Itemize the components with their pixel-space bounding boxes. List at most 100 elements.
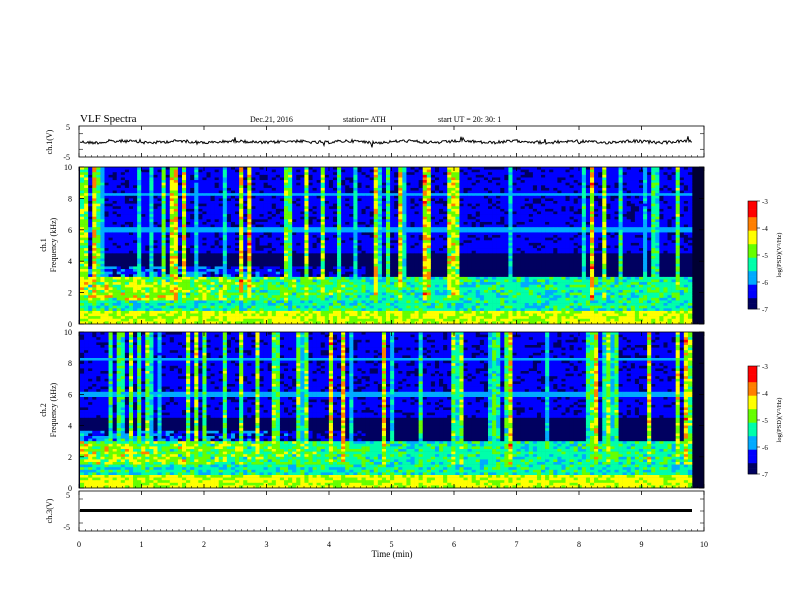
spectrogram-cell (157, 187, 162, 191)
spectrogram-cell (296, 211, 301, 215)
spectrogram-cell (622, 193, 628, 197)
spectrogram-cell (157, 193, 162, 197)
spectrogram-cell (186, 214, 191, 218)
spectrogram-cell (618, 190, 623, 194)
spectrogram-cell (222, 242, 228, 246)
spectrogram-cell (524, 169, 530, 173)
spectrogram-cell (381, 208, 387, 212)
spectrogram-cell (614, 193, 619, 197)
spectrogram-cell (381, 190, 387, 194)
spectrogram-cell (218, 182, 224, 186)
spectrogram-cell (349, 219, 354, 223)
spectrogram-cell (128, 203, 134, 207)
spectrogram-cell (520, 193, 526, 197)
spectrogram-cell (373, 216, 379, 220)
spectrogram-cell (328, 180, 334, 183)
spectrogram-cell (357, 214, 362, 218)
spectrogram-cell (500, 237, 505, 241)
spectrogram-cell (96, 198, 101, 202)
spectrogram-cell (124, 214, 130, 218)
spectrogram-cell (230, 203, 236, 207)
spectrogram-cell (634, 206, 640, 210)
spectrogram-cell (369, 203, 375, 207)
spectrogram-cell (373, 172, 379, 176)
spectrogram-cell (434, 248, 440, 252)
spectrogram-cell (553, 182, 558, 186)
spectrogram-cell (373, 167, 379, 170)
spectrogram-cell (471, 167, 477, 170)
spectrogram-cell (222, 250, 228, 254)
spectrogram-cell (545, 248, 550, 252)
spectrogram-cell (198, 169, 203, 173)
spectrogram-cell (675, 250, 681, 254)
spectrogram-cell (337, 182, 342, 186)
spectrogram-cell (447, 250, 452, 254)
spectrogram-cell (647, 237, 652, 241)
spectrogram-cell (84, 203, 89, 207)
spectrogram-cell (112, 242, 118, 246)
spectrogram-cell (381, 203, 387, 207)
spectrogram-cell (169, 240, 175, 244)
spectrogram-cell (149, 248, 154, 252)
spectrogram-cell (161, 187, 166, 191)
spectrogram-cell (157, 221, 162, 225)
spectrogram-cell (598, 237, 603, 241)
spectrogram-cell (190, 198, 195, 202)
spectrogram-cell (581, 190, 587, 194)
spectrogram-cell (471, 237, 477, 241)
spectrogram-cell (288, 198, 293, 202)
spectrogram-cell (655, 232, 660, 236)
spectrogram-cell (590, 216, 595, 220)
spectrogram-cell (161, 169, 166, 173)
spectrogram-cell (520, 206, 526, 210)
spectrogram-cell (390, 193, 395, 197)
spectrogram-cell (365, 229, 370, 233)
spectrogram-cell (320, 195, 326, 199)
spectrogram-cell (100, 227, 105, 231)
spectrogram-cell (361, 182, 366, 186)
spectrogram-cell (304, 208, 309, 212)
spectrogram-cell (361, 167, 366, 170)
spectrogram-cell (422, 235, 428, 238)
spectrogram-cell (602, 193, 607, 197)
spectrogram-cell (545, 250, 550, 254)
spectrogram-cell (96, 227, 101, 231)
spectrogram-cell (149, 182, 154, 186)
spectrogram-cell (545, 216, 550, 220)
spectrogram-cell (288, 214, 293, 218)
spectrogram-cell (198, 237, 203, 241)
spectrogram-cell (528, 242, 534, 246)
spectrogram-cell (479, 229, 485, 233)
spectrogram-cell (475, 198, 481, 202)
spectrogram-cell (210, 245, 215, 249)
spectrogram-cell (104, 201, 109, 204)
spectrogram-cell (202, 235, 207, 238)
spectrogram-cell (614, 206, 619, 210)
spectrogram-cell (565, 187, 570, 191)
spectrogram-cell (235, 250, 240, 254)
spectrogram-cell (418, 232, 424, 236)
spectrogram-cell (292, 195, 297, 199)
spectrogram-cell (561, 216, 566, 220)
spectrogram-cell (569, 240, 574, 244)
spectrogram-cell (182, 193, 187, 197)
spectrogram-cell (679, 185, 685, 189)
spectrogram-cell (602, 198, 607, 202)
spectrogram-cell (516, 201, 521, 204)
spectrogram-cell (553, 198, 558, 202)
spectrogram-cell (263, 224, 268, 228)
spectrogram-cell (496, 208, 501, 212)
spectrogram-cell (581, 216, 587, 220)
spectrogram-cell (141, 174, 146, 178)
spectrogram-cell (430, 167, 436, 170)
spectrogram-cell (243, 201, 248, 204)
spectrogram-cell (267, 193, 273, 197)
spectrogram-cell (386, 182, 391, 186)
spectrogram-cell (247, 167, 252, 170)
spectrogram-cell (308, 177, 313, 181)
spectrogram-cell (541, 221, 546, 225)
spectrogram-cell (104, 229, 109, 233)
spectrogram-cell (100, 195, 105, 199)
spectrogram-cell (104, 193, 109, 197)
spectrogram-cell (214, 232, 220, 236)
